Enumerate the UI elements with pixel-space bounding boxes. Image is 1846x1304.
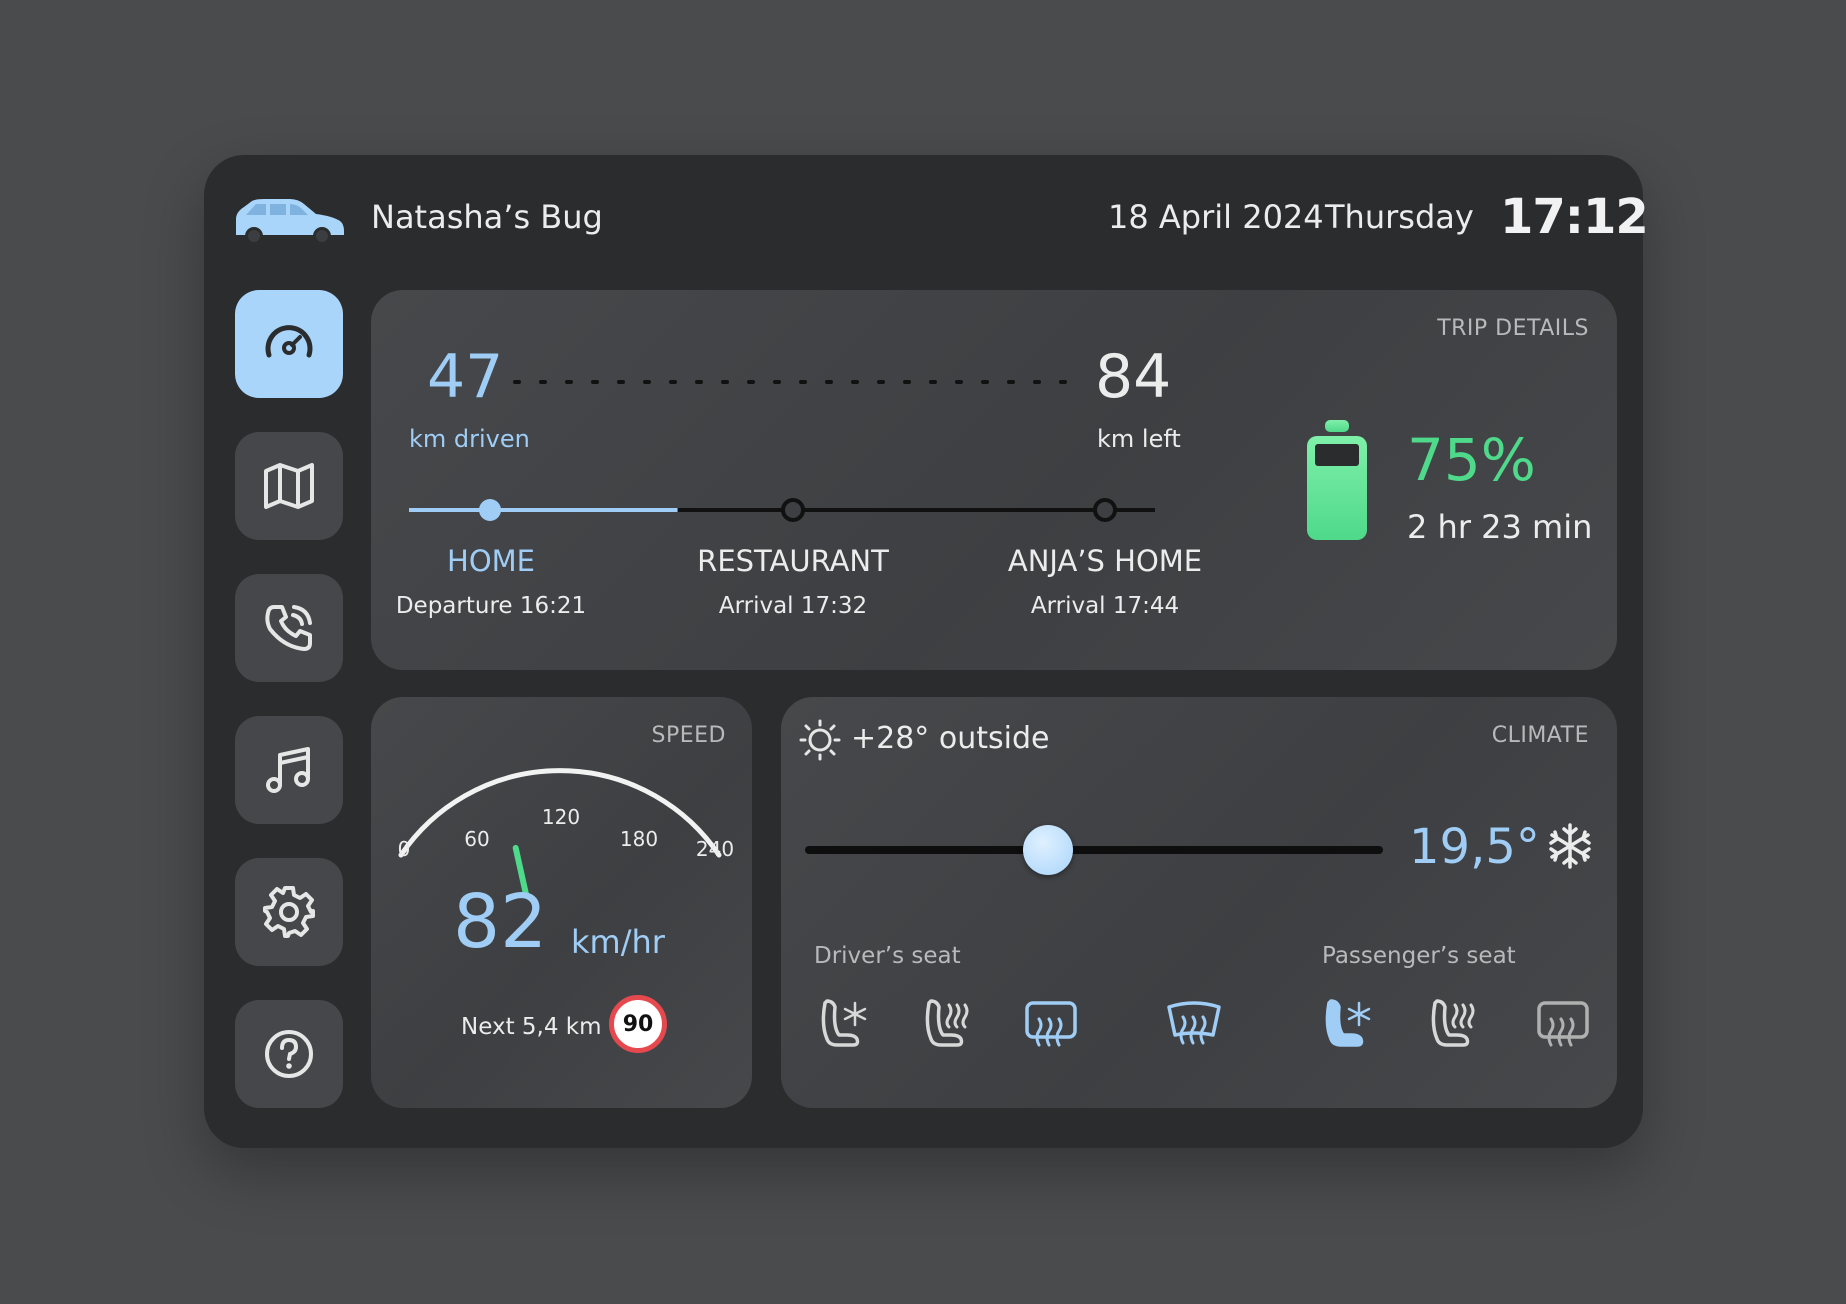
drivers-seat-label: Driver’s seat bbox=[814, 943, 961, 969]
map-icon bbox=[264, 463, 314, 509]
sidebar-item-music[interactable] bbox=[235, 716, 343, 824]
driver-seat-heating-icon[interactable] bbox=[921, 997, 975, 1053]
gauge-needle bbox=[512, 844, 530, 897]
battery-empty-segment bbox=[1315, 444, 1359, 466]
car-name: Natasha’s Bug bbox=[371, 198, 603, 236]
driver-seat-cooling-icon[interactable] bbox=[817, 997, 871, 1053]
passengers-seat-label: Passenger’s seat bbox=[1322, 943, 1516, 969]
speed-card: SPEED 0 60 120 180 240 82 km/hr Next 5,4… bbox=[371, 697, 752, 1108]
sidebar-item-settings[interactable] bbox=[235, 858, 343, 966]
stop-marker-anjas-home bbox=[1093, 498, 1117, 522]
sidebar-item-help[interactable] bbox=[235, 1000, 343, 1108]
trip-card-label: TRIP DETAILS bbox=[1437, 316, 1589, 341]
gear-icon bbox=[263, 886, 315, 938]
stop-detail-anjas-home: Arrival 17:44 bbox=[1030, 593, 1180, 619]
km-driven-value: 47 bbox=[427, 342, 504, 412]
km-driven-label: km driven bbox=[409, 425, 530, 453]
gauge-tick-60: 60 bbox=[464, 827, 490, 851]
speed-value: 82 bbox=[453, 879, 548, 965]
stop-name-restaurant: RESTAURANT bbox=[697, 544, 889, 578]
dashboard-screen: Natasha’s Bug 18 April 2024 Thursday 17:… bbox=[204, 155, 1649, 1148]
speedometer-icon bbox=[265, 325, 313, 358]
snowflake-icon[interactable] bbox=[1546, 822, 1594, 870]
temperature-slider-track[interactable] bbox=[805, 846, 1383, 854]
battery-icon bbox=[1307, 420, 1367, 540]
stop-marker-home bbox=[479, 499, 501, 521]
music-icon bbox=[266, 747, 310, 793]
sidebar-item-phone[interactable] bbox=[235, 574, 343, 682]
temperature-slider-thumb[interactable] bbox=[1022, 825, 1073, 875]
car-icon bbox=[236, 199, 344, 245]
speed-unit: km/hr bbox=[571, 923, 665, 961]
sidebar-item-dashboard[interactable] bbox=[235, 290, 343, 398]
sun-icon bbox=[799, 719, 841, 761]
stop-name-anjas-home: ANJA’S HOME bbox=[1007, 544, 1203, 578]
gauge-tick-120: 120 bbox=[541, 805, 581, 829]
sidebar-item-map[interactable] bbox=[235, 432, 343, 540]
route-graphic bbox=[409, 380, 1155, 522]
battery-time: 2 hr 23 min bbox=[1407, 508, 1593, 546]
temperature-setpoint: 19,5° bbox=[1409, 819, 1540, 875]
speed-limit-value: 90 bbox=[622, 1011, 654, 1037]
day-label: Thursday bbox=[1325, 198, 1474, 236]
speed-card-label: SPEED bbox=[651, 723, 726, 748]
climate-card: CLIMATE +28° outside 19,5° Driv bbox=[781, 697, 1617, 1108]
km-left-label: km left bbox=[1097, 425, 1181, 453]
gauge-tick-240: 240 bbox=[695, 837, 735, 861]
front-defrost-icon[interactable] bbox=[1165, 997, 1223, 1053]
gauge-tick-0: 0 bbox=[397, 837, 411, 861]
help-icon bbox=[265, 1030, 313, 1078]
outside-temp: +28° outside bbox=[851, 721, 1050, 756]
passenger-seat-cooling-icon[interactable] bbox=[1321, 997, 1375, 1053]
stop-name-home: HOME bbox=[447, 544, 535, 578]
battery-percent: 75% bbox=[1407, 426, 1536, 494]
stop-detail-home: Departure 16:21 bbox=[395, 593, 587, 619]
rear-defrost-icon[interactable] bbox=[1023, 997, 1079, 1053]
trip-card: TRIP DETAILS 47 km driven 84 km left HOM… bbox=[371, 290, 1617, 670]
gauge-tick-180: 180 bbox=[619, 827, 659, 851]
next-limit-text: Next 5,4 km bbox=[461, 1014, 602, 1040]
climate-card-label: CLIMATE bbox=[1491, 723, 1589, 748]
stop-detail-restaurant: Arrival 17:32 bbox=[718, 593, 868, 619]
km-left-value: 84 bbox=[1095, 342, 1172, 412]
phone-icon bbox=[265, 605, 312, 651]
stop-marker-restaurant bbox=[781, 498, 805, 522]
passenger-rear-defrost-icon[interactable] bbox=[1535, 997, 1591, 1053]
gauge-arc bbox=[398, 768, 722, 858]
passenger-seat-heating-icon[interactable] bbox=[1427, 997, 1481, 1053]
clock: 17:12 bbox=[1500, 189, 1649, 245]
date-label: 18 April 2024 bbox=[1108, 198, 1324, 236]
speed-limit-sign: 90 bbox=[609, 995, 667, 1053]
speedometer-gauge bbox=[398, 768, 722, 897]
